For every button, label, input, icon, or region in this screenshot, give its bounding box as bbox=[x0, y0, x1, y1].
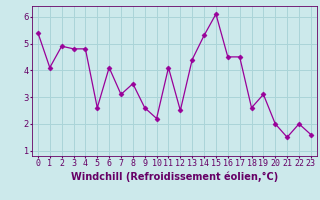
X-axis label: Windchill (Refroidissement éolien,°C): Windchill (Refroidissement éolien,°C) bbox=[71, 171, 278, 182]
